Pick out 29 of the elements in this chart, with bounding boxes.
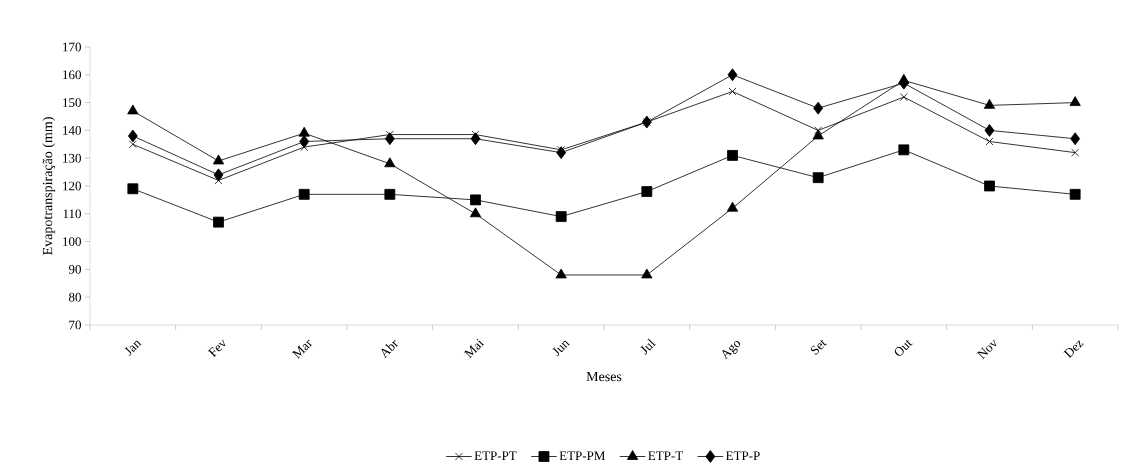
x-tick-label: Nov bbox=[976, 339, 997, 360]
y-axis-title: Evapotranspiração (mm) bbox=[42, 117, 56, 255]
y-tick-label: 80 bbox=[68, 292, 81, 302]
legend-label: ETP-PM bbox=[559, 451, 606, 461]
x-tick-label: Abr bbox=[381, 339, 399, 359]
x-tick-label: Jan bbox=[124, 340, 142, 356]
y-tick-label: 170 bbox=[63, 42, 81, 52]
x-tick-label: Mar bbox=[291, 339, 313, 359]
x-tick-label: Out bbox=[894, 339, 913, 356]
y-tick-label: 120 bbox=[63, 181, 81, 191]
y-tick-label: 140 bbox=[63, 126, 81, 135]
y-tick-label: 130 bbox=[63, 153, 81, 163]
x-axis-title: Meses bbox=[586, 371, 622, 382]
y-tick-label: 160 bbox=[63, 70, 81, 80]
y-tick-label: 90 bbox=[68, 265, 81, 274]
x-tick-label: Mai bbox=[463, 338, 485, 359]
x-tick-label: Set bbox=[810, 339, 827, 355]
x-tick-label: Ago bbox=[722, 340, 741, 360]
y-tick-label: 100 bbox=[63, 237, 81, 246]
x-tick-label: Fev bbox=[207, 339, 226, 358]
legend-label: ETP-P bbox=[725, 451, 760, 461]
legend-label: ETP-PT bbox=[474, 451, 517, 461]
y-tick-label: 150 bbox=[63, 98, 81, 107]
y-tick-label: 70 bbox=[69, 320, 81, 330]
x-tick-label: Jul bbox=[640, 338, 656, 355]
y-tick-label: 110 bbox=[63, 209, 81, 219]
x-tick-label: Jun bbox=[552, 340, 570, 357]
x-tick-label: Dez bbox=[1063, 340, 1084, 359]
legend-label: ETP-T bbox=[648, 451, 683, 461]
